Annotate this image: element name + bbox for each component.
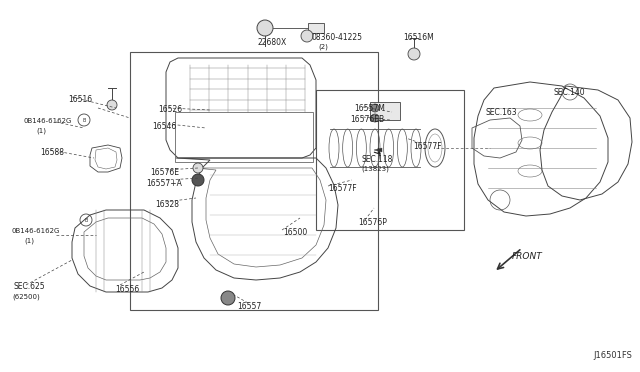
Circle shape [301,30,313,42]
Circle shape [408,48,420,60]
Text: FRONT: FRONT [512,252,543,261]
Text: 16516M: 16516M [403,33,434,42]
Text: 16577F: 16577F [328,184,356,193]
Text: 16576EB: 16576EB [350,115,384,124]
Bar [308,23,324,33]
Text: 16557M: 16557M [354,104,385,113]
Polygon shape [374,148,382,152]
Circle shape [192,174,204,186]
Text: 16577F: 16577F [413,142,442,151]
Text: SEC.163: SEC.163 [486,108,518,117]
Text: 16526: 16526 [158,105,182,114]
Text: 16546: 16546 [152,122,176,131]
Text: 16576P: 16576P [358,218,387,227]
Text: 16328: 16328 [155,200,179,209]
Text: (62500): (62500) [12,293,40,299]
Text: 08360-41225: 08360-41225 [312,33,363,42]
Text: SEC.118: SEC.118 [361,155,392,164]
Text: (13823): (13823) [361,165,389,171]
Text: 16557+A: 16557+A [146,179,182,188]
Circle shape [193,163,203,173]
Text: J16501FS: J16501FS [593,351,632,360]
Text: 16576E: 16576E [150,168,179,177]
Text: 16588: 16588 [40,148,64,157]
Text: SEC.625: SEC.625 [14,282,45,291]
Bar [316,90,464,230]
Text: (1): (1) [24,238,34,244]
Circle shape [371,114,379,122]
Text: 0B146-6162G: 0B146-6162G [12,228,60,234]
Text: SEC.140: SEC.140 [554,88,586,97]
Text: 16556: 16556 [115,285,140,294]
Text: (2): (2) [318,43,328,49]
Text: 22680X: 22680X [258,38,287,47]
Bar [175,112,313,162]
Text: B: B [84,218,88,222]
Circle shape [257,20,273,36]
Text: 16557: 16557 [237,302,261,311]
Text: B: B [83,118,86,122]
Circle shape [221,291,235,305]
Bar [130,52,378,310]
Text: 16516: 16516 [68,95,92,104]
Text: (1): (1) [36,128,46,135]
Text: 16500: 16500 [283,228,307,237]
Bar [370,102,400,120]
Circle shape [107,100,117,110]
Text: 0B146-6162G: 0B146-6162G [24,118,72,124]
Circle shape [371,104,379,112]
